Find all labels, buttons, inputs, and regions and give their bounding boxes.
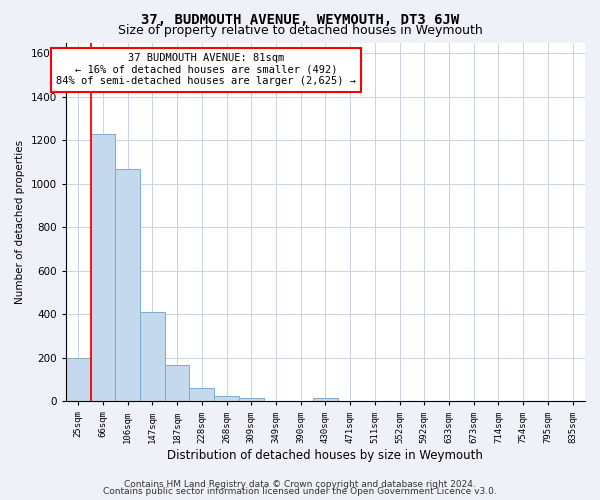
Bar <box>214 396 239 402</box>
Text: 37 BUDMOUTH AVENUE: 81sqm
← 16% of detached houses are smaller (492)
84% of semi: 37 BUDMOUTH AVENUE: 81sqm ← 16% of detac… <box>56 54 356 86</box>
Bar <box>115 168 140 402</box>
Y-axis label: Number of detached properties: Number of detached properties <box>15 140 25 304</box>
Bar <box>91 134 115 402</box>
X-axis label: Distribution of detached houses by size in Weymouth: Distribution of detached houses by size … <box>167 450 484 462</box>
Bar <box>190 388 214 402</box>
Text: Contains HM Land Registry data © Crown copyright and database right 2024.: Contains HM Land Registry data © Crown c… <box>124 480 476 489</box>
Text: Contains public sector information licensed under the Open Government Licence v3: Contains public sector information licen… <box>103 487 497 496</box>
Text: Size of property relative to detached houses in Weymouth: Size of property relative to detached ho… <box>118 24 482 37</box>
Text: 37, BUDMOUTH AVENUE, WEYMOUTH, DT3 6JW: 37, BUDMOUTH AVENUE, WEYMOUTH, DT3 6JW <box>141 12 459 26</box>
Bar <box>313 398 338 402</box>
Bar <box>239 398 263 402</box>
Bar <box>66 358 91 402</box>
Bar <box>140 312 165 402</box>
Bar <box>165 366 190 402</box>
